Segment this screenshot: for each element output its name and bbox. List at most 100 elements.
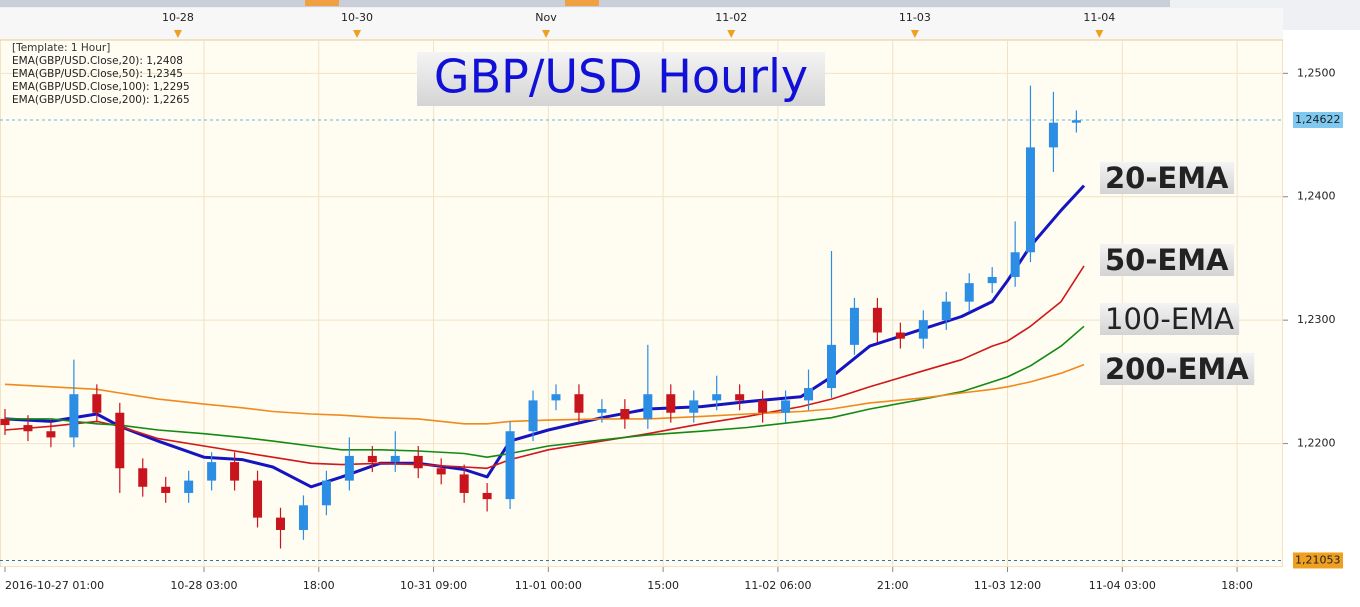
candle-body	[987, 276, 997, 284]
scroll-thumb[interactable]	[565, 0, 599, 6]
candle-body	[918, 320, 928, 339]
x-tick-label: 11-02 06:00	[744, 579, 811, 592]
top-tick-marker	[353, 30, 362, 38]
legend-entry: EMA(GBP/USD.Close,200): 1,2265	[12, 94, 190, 106]
candle-body	[849, 307, 859, 345]
candle-body	[253, 480, 263, 518]
candle-body	[895, 332, 905, 339]
legend-entry: EMA(GBP/USD.Close,20): 1,2408	[12, 55, 183, 67]
candle-body	[758, 400, 768, 413]
candle-body	[505, 431, 515, 500]
top-tick-marker	[910, 30, 919, 38]
candle-body	[1025, 147, 1035, 253]
y-tick-label: 1,2500	[1297, 66, 1336, 79]
price-label: 1,21053	[1295, 553, 1341, 566]
candle-body	[184, 480, 194, 493]
candle-body	[528, 400, 538, 432]
price-axis	[1283, 30, 1360, 567]
candle-body	[46, 431, 56, 438]
candle-body	[230, 462, 240, 481]
top-tick-marker	[542, 30, 551, 38]
annotation-box	[1100, 162, 1235, 194]
candle-body	[689, 400, 699, 413]
x-tick-label: 11-04 03:00	[1089, 579, 1156, 592]
candle-body	[0, 418, 10, 426]
candle-body	[804, 388, 814, 401]
ema-line	[5, 325, 1085, 458]
candle-body	[597, 409, 607, 413]
x-tick-label: 10-31 09:00	[400, 579, 467, 592]
candle-body	[666, 394, 676, 413]
annotation-box	[1100, 353, 1255, 385]
top-tick-label: Nov	[535, 11, 557, 24]
candle-body	[23, 425, 33, 432]
ema-line	[4, 184, 1086, 489]
candle-body	[826, 344, 836, 389]
candle-body	[735, 394, 745, 401]
candle-body	[436, 468, 446, 475]
price-label-box	[1293, 111, 1343, 128]
candle-body	[781, 400, 791, 413]
price-label-box	[1293, 552, 1343, 569]
top-tick-label: 10-28	[162, 11, 194, 24]
x-tick-label: 15:00	[647, 579, 679, 592]
candle-body	[941, 301, 951, 321]
legend-entry: EMA(GBP/USD.Close,100): 1,2295	[12, 81, 190, 93]
ema-annotation: 50-EMA	[1105, 243, 1229, 277]
annotation-box	[1100, 303, 1240, 335]
candle-body	[964, 283, 974, 302]
annotation-box	[1100, 244, 1235, 276]
candle-body	[712, 394, 722, 401]
top-tick-label: 11-04	[1083, 11, 1115, 24]
x-tick-label: 11-03 12:00	[974, 579, 1041, 592]
candle-body	[344, 455, 354, 481]
ema-annotation: 200-EMA	[1105, 352, 1249, 386]
candle-body	[872, 307, 882, 333]
candle-body	[69, 394, 79, 438]
candle-body	[459, 474, 469, 493]
legend-entry: EMA(GBP/USD.Close,50): 1,2345	[12, 68, 183, 80]
candle-body	[298, 505, 308, 530]
candle-body	[413, 455, 423, 469]
ema-annotation: 20-EMA	[1105, 161, 1229, 195]
x-tick-label: 18:00	[1221, 579, 1253, 592]
candle-body	[321, 480, 331, 506]
candle-body	[275, 517, 285, 530]
y-tick-label: 1,2300	[1297, 313, 1336, 326]
top-tick-label: 10-30	[341, 11, 373, 24]
x-tick-label: 18:00	[303, 579, 335, 592]
scroll-thumb[interactable]	[305, 0, 339, 6]
x-tick-label: 2016-10-27 01:00	[5, 579, 104, 592]
ema-annotation: 100-EMA	[1105, 302, 1234, 336]
title-box	[417, 52, 825, 106]
candle-body	[1071, 120, 1081, 123]
top-axis	[0, 8, 1283, 40]
candle-body	[207, 462, 217, 481]
top-tick-label: 11-02	[715, 11, 747, 24]
template-label: [Template: 1 Hour]	[12, 42, 110, 54]
candle-body	[92, 394, 102, 413]
x-tick-label: 21:00	[877, 579, 909, 592]
candle-body	[138, 468, 148, 487]
top-tick-marker	[173, 30, 182, 38]
bottom-axis	[0, 567, 1360, 607]
ema-line	[4, 265, 1085, 470]
top-tick-marker	[1095, 30, 1104, 38]
top-tick-label: 11-03	[899, 11, 931, 24]
y-tick-label: 1,2200	[1297, 437, 1336, 450]
candle-body	[161, 486, 171, 493]
x-tick-label: 10-28 03:00	[170, 579, 237, 592]
candle-body	[367, 455, 377, 463]
candle-body	[574, 394, 584, 413]
chart-title: GBP/USD Hourly	[434, 50, 808, 104]
candle-body	[643, 394, 653, 419]
candle-body	[620, 409, 630, 419]
candle-body	[551, 394, 561, 401]
price-label: 1,24622	[1295, 113, 1341, 126]
candle-body	[115, 412, 125, 469]
top-tick-marker	[727, 30, 736, 38]
candle-body	[390, 455, 400, 463]
x-tick-label: 11-01 00:00	[515, 579, 582, 592]
candle-body	[1010, 252, 1020, 277]
